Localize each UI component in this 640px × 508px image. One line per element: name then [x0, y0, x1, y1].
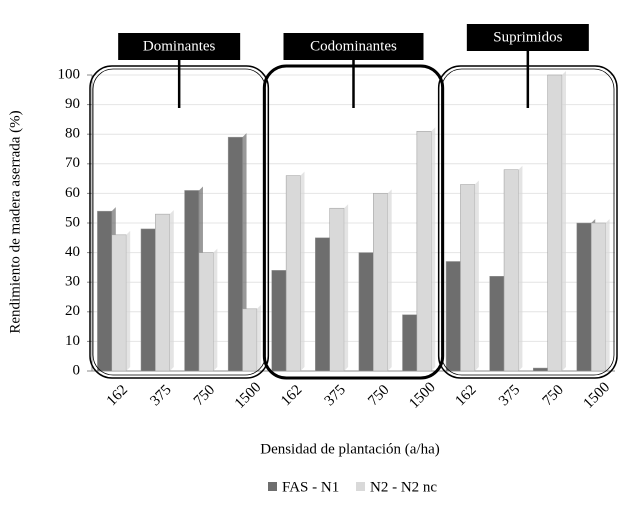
bar [489, 276, 505, 372]
bar [227, 136, 243, 372]
bar-side [562, 71, 567, 371]
x-tick-label: 375 [147, 382, 174, 409]
x-tick-label: 1500 [406, 379, 439, 412]
bar-side [256, 304, 261, 371]
x-tick-label: 162 [278, 382, 305, 409]
bar [285, 175, 301, 372]
legend-swatch [356, 482, 365, 491]
y-tick-label: 70 [65, 155, 80, 171]
x-tick-label: 375 [322, 382, 349, 409]
bar-side [213, 248, 218, 371]
group-label: Suprimidos [493, 29, 562, 45]
y-tick-label: 80 [65, 126, 80, 142]
x-axis-title: Densidad de plantación (a/ha) [260, 441, 440, 457]
y-tick-label: 90 [65, 96, 80, 112]
x-tick-label: 375 [496, 382, 523, 409]
bar [140, 228, 156, 372]
bar-side [300, 171, 305, 371]
legend-label: FAS - N1 [282, 479, 339, 495]
bar [271, 270, 287, 372]
y-tick-label: 60 [65, 185, 80, 201]
y-tick-label: 50 [65, 214, 80, 230]
group-label-box [466, 24, 589, 51]
bar-side [605, 219, 610, 371]
group-label: Codominantes [310, 38, 397, 54]
bar-side [431, 127, 436, 372]
x-tick-label: 750 [191, 382, 218, 409]
bar [155, 213, 171, 372]
bar [416, 130, 432, 372]
x-tick-label: 750 [540, 382, 567, 409]
bar [402, 314, 418, 372]
bar-side [344, 204, 349, 371]
bar [460, 184, 476, 372]
bar [503, 169, 519, 372]
bar-side [169, 210, 174, 371]
x-tick-label: 162 [104, 382, 131, 409]
x-tick-label: 162 [452, 382, 479, 409]
bar [184, 190, 200, 372]
bar [373, 193, 388, 372]
bar [532, 367, 548, 372]
bar [547, 74, 563, 372]
bar-side [518, 165, 523, 371]
bar [576, 222, 592, 372]
y-tick-label: 40 [65, 244, 80, 260]
y-tick-label: 10 [65, 333, 80, 349]
legend-swatch [268, 482, 277, 491]
y-tick-label: 20 [65, 303, 80, 319]
bar [97, 210, 113, 372]
y-tick-label: 100 [58, 66, 81, 82]
bar [590, 222, 606, 372]
x-tick-label: 1500 [232, 379, 265, 412]
x-tick-label: 1500 [581, 379, 614, 412]
bar-side [387, 189, 392, 371]
bar [198, 252, 214, 372]
bar-side [126, 230, 131, 371]
y-tick-label: 0 [73, 362, 81, 378]
y-axis-title: Rendimiento de madera aserrada (%) [7, 110, 23, 333]
bar [445, 261, 461, 372]
bar [111, 234, 127, 372]
legend-label: N2 - N2 nc [370, 479, 437, 495]
group-label: Dominantes [143, 38, 216, 54]
bar [358, 252, 374, 372]
group-label-box [118, 33, 241, 60]
bar [315, 237, 330, 372]
bar-side [474, 180, 479, 371]
y-tick-label: 30 [65, 274, 80, 290]
bar [242, 308, 258, 372]
bar [329, 207, 345, 372]
group-label-box [283, 33, 424, 60]
x-tick-label: 750 [365, 382, 392, 409]
